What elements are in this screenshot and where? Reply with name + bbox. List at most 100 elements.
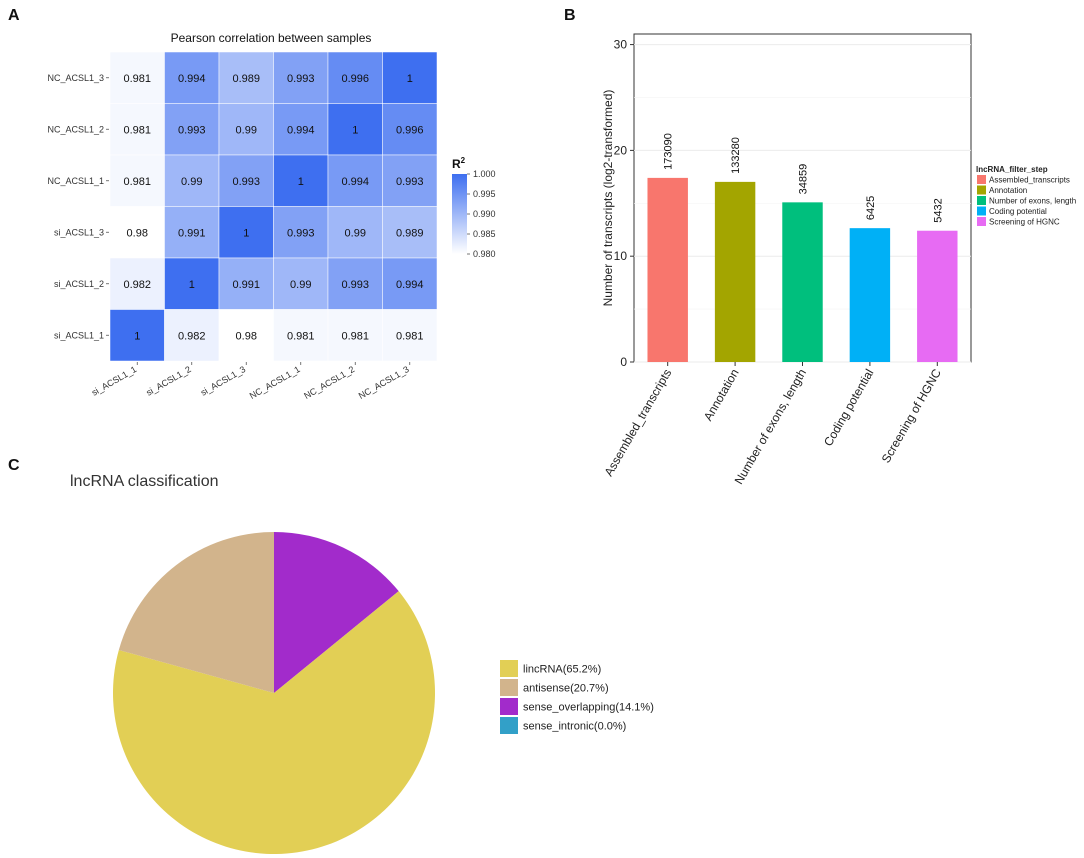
bar-legend-swatch <box>977 206 986 216</box>
heatmap-cell-label: 1 <box>407 73 413 85</box>
bar-data-label: 133280 <box>730 137 742 174</box>
bar-x-tick-label: Coding potential <box>821 367 876 449</box>
heatmap-cell <box>218 206 274 259</box>
bar-data-label: 173090 <box>663 133 675 170</box>
colorbar-tick-label: 1.000 <box>473 169 496 179</box>
pie-slice <box>118 532 274 693</box>
heatmap-cell-label: 0.991 <box>232 279 260 291</box>
heatmap-cell-label: 0.981 <box>341 330 369 342</box>
heatmap-y-tick-label: si_ACSL1_2 <box>54 279 104 289</box>
pie-title: lncRNA classification <box>70 473 219 490</box>
pie-slice <box>274 532 399 693</box>
heatmap-cell-label: 0.981 <box>123 124 151 136</box>
heatmap-cell <box>218 257 274 310</box>
heatmap-y-tick-label: NC_ACSL1_3 <box>47 73 104 83</box>
bar-legend-swatch <box>977 185 986 195</box>
bar-legend-label: Screening of HGNC <box>989 218 1060 227</box>
bar-data-label: 34859 <box>798 164 810 195</box>
pie-legend-label: sense_intronic(0.0%) <box>523 721 626 733</box>
bar-legend-title: lncRNA_filter_step <box>976 165 1048 174</box>
pie-legend: lincRNA(65.2%) antisense(20.7%) sense_over… <box>500 660 654 734</box>
heatmap-cell-label: 0.994 <box>396 279 424 291</box>
heatmap-cell-label: 0.981 <box>287 330 315 342</box>
pie-legend-swatch <box>500 679 518 696</box>
bar-legend-label: Assembled_transcripts <box>989 176 1070 185</box>
heatmap-cell-label: 0.981 <box>123 176 151 188</box>
bar-legend-label: Coding potential <box>989 207 1047 216</box>
heatmap-cell-label: 1 <box>243 227 249 239</box>
heatmap-y-tick-label: NC_ACSL1_2 <box>47 124 104 134</box>
heatmap-cell <box>109 206 165 259</box>
bar <box>782 202 823 362</box>
colorbar-tick-label: 0.985 <box>473 229 496 239</box>
heatmap-y-tick-label: NC_ACSL1_1 <box>47 176 104 186</box>
bar-data-label: 6425 <box>865 196 877 220</box>
bar-y-tick-label: 30 <box>614 38 628 52</box>
heatmap-cell-label: 1 <box>298 176 304 188</box>
heatmap-panel: Pearson correlation between samples 0.98… <box>47 31 495 401</box>
heatmap-cell <box>164 103 220 156</box>
bar-legend-swatch <box>977 175 986 184</box>
bar-y-tick-label: 0 <box>620 355 627 369</box>
panel-label-a: A <box>8 7 20 24</box>
pie-slice <box>112 591 435 855</box>
pie-legend-swatch <box>500 698 518 715</box>
heatmap-y-labels: NC_ACSL1_3 NC_ACSL1_2 NC_ACSL1_1 si_ACSL1_3… <box>47 73 109 340</box>
bar-series: 173090 133280 34859 6425 5432 <box>647 133 958 362</box>
heatmap-cell-label: 0.98 <box>236 330 257 342</box>
heatmap-x-tick-label: NC_ACSL1_3 <box>357 364 411 401</box>
pie-legend-label: sense_overlapping(14.1%) <box>523 702 654 714</box>
heatmap-cell <box>382 103 438 156</box>
heatmap-cell <box>273 309 329 362</box>
colorbar-title: R2 <box>452 156 466 171</box>
heatmap-x-tick-label: NC_ACSL1_2 <box>302 364 356 401</box>
bar <box>917 230 958 362</box>
heatmap-cell-label: 1 <box>352 124 358 136</box>
colorbar-tick-label: 0.990 <box>473 209 496 219</box>
heatmap-cell-label: 1 <box>134 330 140 342</box>
bar-y-tick-label: 20 <box>614 143 628 157</box>
heatmap-cell <box>218 154 274 207</box>
heatmap-cell-label: 0.982 <box>178 330 206 342</box>
heatmap-cell <box>164 154 220 207</box>
heatmap-cell-label: 0.989 <box>396 227 424 239</box>
panel-label-b: B <box>564 7 576 24</box>
colorbar-tick-label: 0.980 <box>473 249 496 259</box>
heatmap-cell-label: 0.989 <box>232 73 260 85</box>
heatmap-cell-label: 0.994 <box>178 73 206 85</box>
heatmap-cell-label: 0.996 <box>396 124 424 136</box>
heatmap-cell <box>327 206 383 259</box>
bar-legend-label: Annotation <box>989 186 1027 195</box>
bar-x-tick-label: Annotation <box>701 367 742 424</box>
bar-data-label: 5432 <box>932 198 944 222</box>
heatmap-cell <box>382 51 438 104</box>
bar-legend-swatch <box>977 196 986 205</box>
colorbar-ticks: 1.000 0.995 0.990 0.985 0.980 <box>467 169 496 259</box>
heatmap-cell-label: 0.98 <box>127 227 148 239</box>
heatmap-cell <box>273 257 329 310</box>
heatmap-cell <box>273 154 329 207</box>
panel-label-c: C <box>8 457 20 474</box>
heatmap-cell-label: 0.993 <box>287 227 315 239</box>
heatmap-cell <box>164 51 220 104</box>
heatmap-cell-label: 0.993 <box>287 73 315 85</box>
heatmap-cell <box>327 51 383 104</box>
heatmap-cell-label: 0.981 <box>123 73 151 85</box>
bar-x-tick-label: Number of exons, length <box>732 367 809 487</box>
heatmap-cell <box>327 154 383 207</box>
bar-y-tick-label: 10 <box>614 249 628 263</box>
bar-y-axis-label: Number of transcripts (log2-transformed) <box>601 90 615 307</box>
bar <box>849 228 891 362</box>
heatmap-cell <box>273 206 329 259</box>
heatmap-cell <box>218 51 274 104</box>
heatmap-cell-label: 0.996 <box>341 73 369 85</box>
bar-legend-swatch <box>977 217 986 226</box>
heatmap-cell <box>382 309 438 362</box>
bar <box>714 181 756 362</box>
heatmap-x-labels: si_ACSL1_1 si_ACSL1_2 si_ACSL1_3 NC_ACSL1_1… <box>90 362 411 401</box>
heatmap-x-tick-label: NC_ACSL1_1 <box>248 364 302 401</box>
heatmap-x-tick-label: si_ACSL1_2 <box>144 364 192 398</box>
heatmap-cell-label: 0.99 <box>345 227 366 239</box>
heatmap-cell-label: 0.99 <box>290 279 311 291</box>
